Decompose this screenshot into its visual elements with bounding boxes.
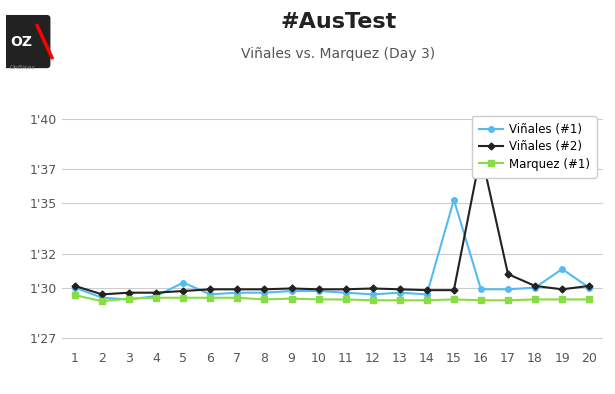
Marquez (#1) bbox=[234, 296, 241, 300]
Marquez (#1) bbox=[342, 297, 349, 302]
Marquez (#1) bbox=[477, 298, 485, 303]
Marquez (#1) bbox=[450, 297, 458, 302]
Viñales (#1) bbox=[504, 287, 512, 292]
Viñales (#1) bbox=[531, 285, 539, 290]
Text: #AusTest: #AusTest bbox=[280, 12, 397, 32]
Marquez (#1) bbox=[423, 298, 430, 303]
Viñales (#2) bbox=[396, 287, 403, 292]
FancyBboxPatch shape bbox=[2, 15, 50, 68]
Viñales (#2) bbox=[423, 288, 430, 292]
Viñales (#1) bbox=[477, 287, 485, 292]
Marquez (#1) bbox=[396, 298, 403, 303]
Marquez (#1) bbox=[153, 296, 160, 300]
Viñales (#1) bbox=[369, 292, 376, 297]
Viñales (#1) bbox=[342, 290, 349, 295]
Viñales (#2) bbox=[531, 284, 539, 288]
Viñales (#1) bbox=[71, 285, 79, 290]
Viñales (#1) bbox=[396, 290, 403, 295]
Viñales (#1) bbox=[558, 267, 566, 271]
Text: Viñales vs. Marquez (Day 3): Viñales vs. Marquez (Day 3) bbox=[241, 47, 435, 61]
Viñales (#2) bbox=[369, 286, 376, 291]
Marquez (#1) bbox=[558, 297, 566, 302]
Marquez (#1) bbox=[369, 298, 376, 303]
Marquez (#1) bbox=[207, 296, 214, 300]
Marquez (#1) bbox=[288, 296, 295, 301]
Viñales (#2) bbox=[450, 288, 458, 292]
Viñales (#1) bbox=[423, 292, 430, 297]
Marquez (#1) bbox=[98, 299, 106, 303]
Viñales (#1) bbox=[450, 197, 458, 202]
Line: Marquez (#1): Marquez (#1) bbox=[72, 292, 592, 304]
Viñales (#1) bbox=[261, 290, 268, 295]
Viñales (#1) bbox=[585, 285, 593, 290]
Marquez (#1) bbox=[125, 296, 133, 301]
Line: Viñales (#1): Viñales (#1) bbox=[72, 197, 592, 302]
Viñales (#2) bbox=[234, 287, 241, 292]
Viñales (#1) bbox=[315, 289, 322, 294]
Viñales (#1) bbox=[207, 292, 214, 297]
Viñales (#2) bbox=[261, 287, 268, 292]
Legend: Viñales (#1), Viñales (#2), Marquez (#1): Viñales (#1), Viñales (#2), Marquez (#1) bbox=[472, 116, 597, 178]
Marquez (#1) bbox=[531, 297, 539, 302]
Viñales (#1) bbox=[98, 296, 106, 300]
Viñales (#2) bbox=[153, 290, 160, 295]
Viñales (#2) bbox=[477, 150, 485, 155]
Viñales (#2) bbox=[71, 284, 79, 288]
Marquez (#1) bbox=[71, 293, 79, 297]
Marquez (#1) bbox=[180, 296, 187, 300]
Viñales (#2) bbox=[98, 292, 106, 297]
Marquez (#1) bbox=[261, 297, 268, 302]
Viñales (#2) bbox=[342, 287, 349, 292]
Viñales (#1) bbox=[234, 290, 241, 295]
Line: Viñales (#2): Viñales (#2) bbox=[73, 150, 592, 297]
Marquez (#1) bbox=[585, 297, 593, 302]
Viñales (#1) bbox=[288, 289, 295, 294]
Viñales (#2) bbox=[504, 272, 512, 277]
Viñales (#2) bbox=[125, 290, 133, 295]
Viñales (#1) bbox=[153, 294, 160, 298]
Marquez (#1) bbox=[315, 297, 322, 302]
Viñales (#2) bbox=[315, 287, 322, 292]
Viñales (#1) bbox=[125, 297, 133, 302]
Text: OZ: OZ bbox=[10, 35, 32, 49]
Viñales (#2) bbox=[585, 284, 593, 288]
Viñales (#2) bbox=[558, 287, 566, 292]
Viñales (#2) bbox=[207, 287, 214, 292]
Viñales (#2) bbox=[288, 286, 295, 291]
Viñales (#2) bbox=[180, 289, 187, 294]
Viñales (#1) bbox=[180, 280, 187, 285]
Marquez (#1) bbox=[504, 298, 512, 303]
Text: OnBikes: OnBikes bbox=[10, 65, 36, 70]
